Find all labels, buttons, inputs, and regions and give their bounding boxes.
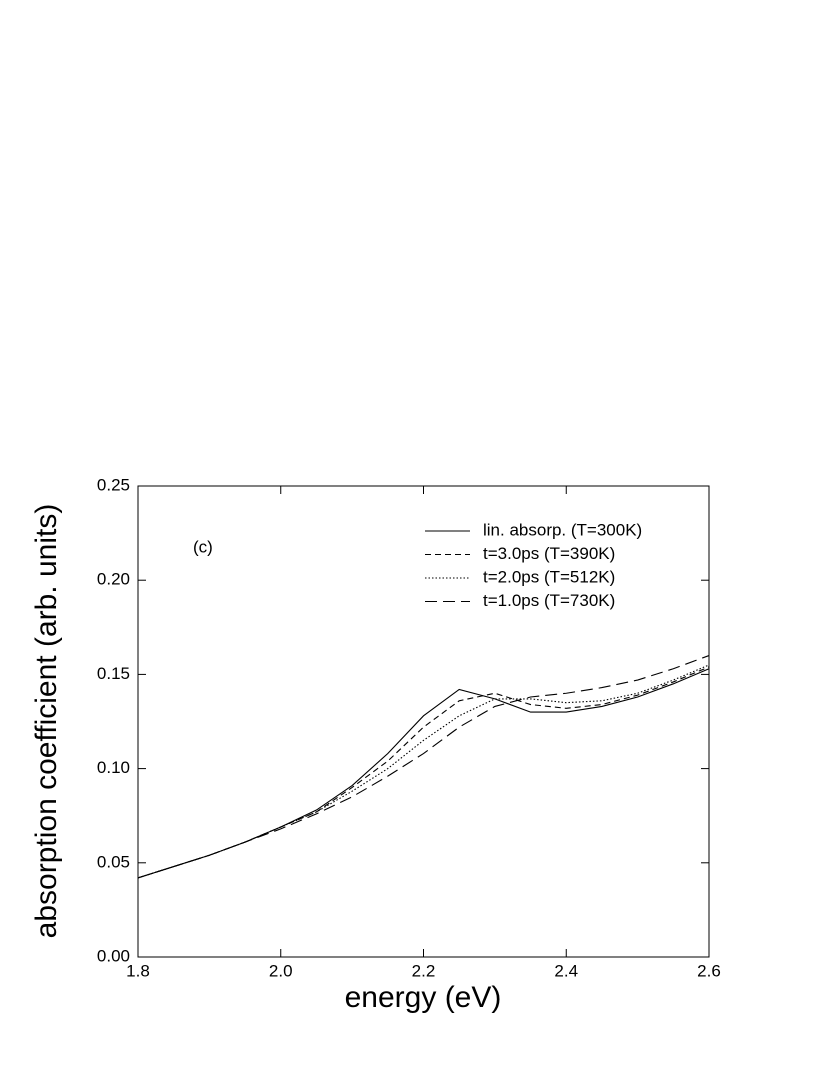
y-tick-label: 0.05	[97, 852, 130, 871]
legend-label: t=1.0ps (T=730K)	[483, 591, 615, 610]
legend-label: t=3.0ps (T=390K)	[483, 544, 615, 563]
y-tick-label: 0.20	[97, 570, 130, 589]
x-tick-label: 2.6	[697, 961, 721, 980]
plot-frame	[137, 485, 710, 958]
annotation: (c)	[193, 537, 213, 556]
y-tick-label: 0.15	[97, 664, 130, 683]
x-tick-label: 2.2	[412, 961, 436, 980]
series-line	[137, 668, 710, 879]
y-axis-label: absorption coefficient (arb. units)	[30, 504, 63, 939]
y-tick-label: 0.10	[97, 758, 130, 777]
legend-label: lin. absorp. (T=300K)	[483, 520, 642, 539]
x-tick-label: 2.0	[269, 961, 293, 980]
series-line	[137, 666, 710, 879]
legend-label: t=2.0ps (T=512K)	[483, 567, 615, 586]
x-tick-label: 2.4	[554, 961, 578, 980]
series-line	[137, 655, 710, 879]
x-axis-label: energy (eV)	[345, 981, 502, 1014]
y-tick-label: 0.25	[97, 475, 130, 494]
x-tick-label: 1.8	[126, 961, 150, 980]
series-line	[137, 664, 710, 879]
y-tick-label: 0.00	[97, 946, 130, 965]
